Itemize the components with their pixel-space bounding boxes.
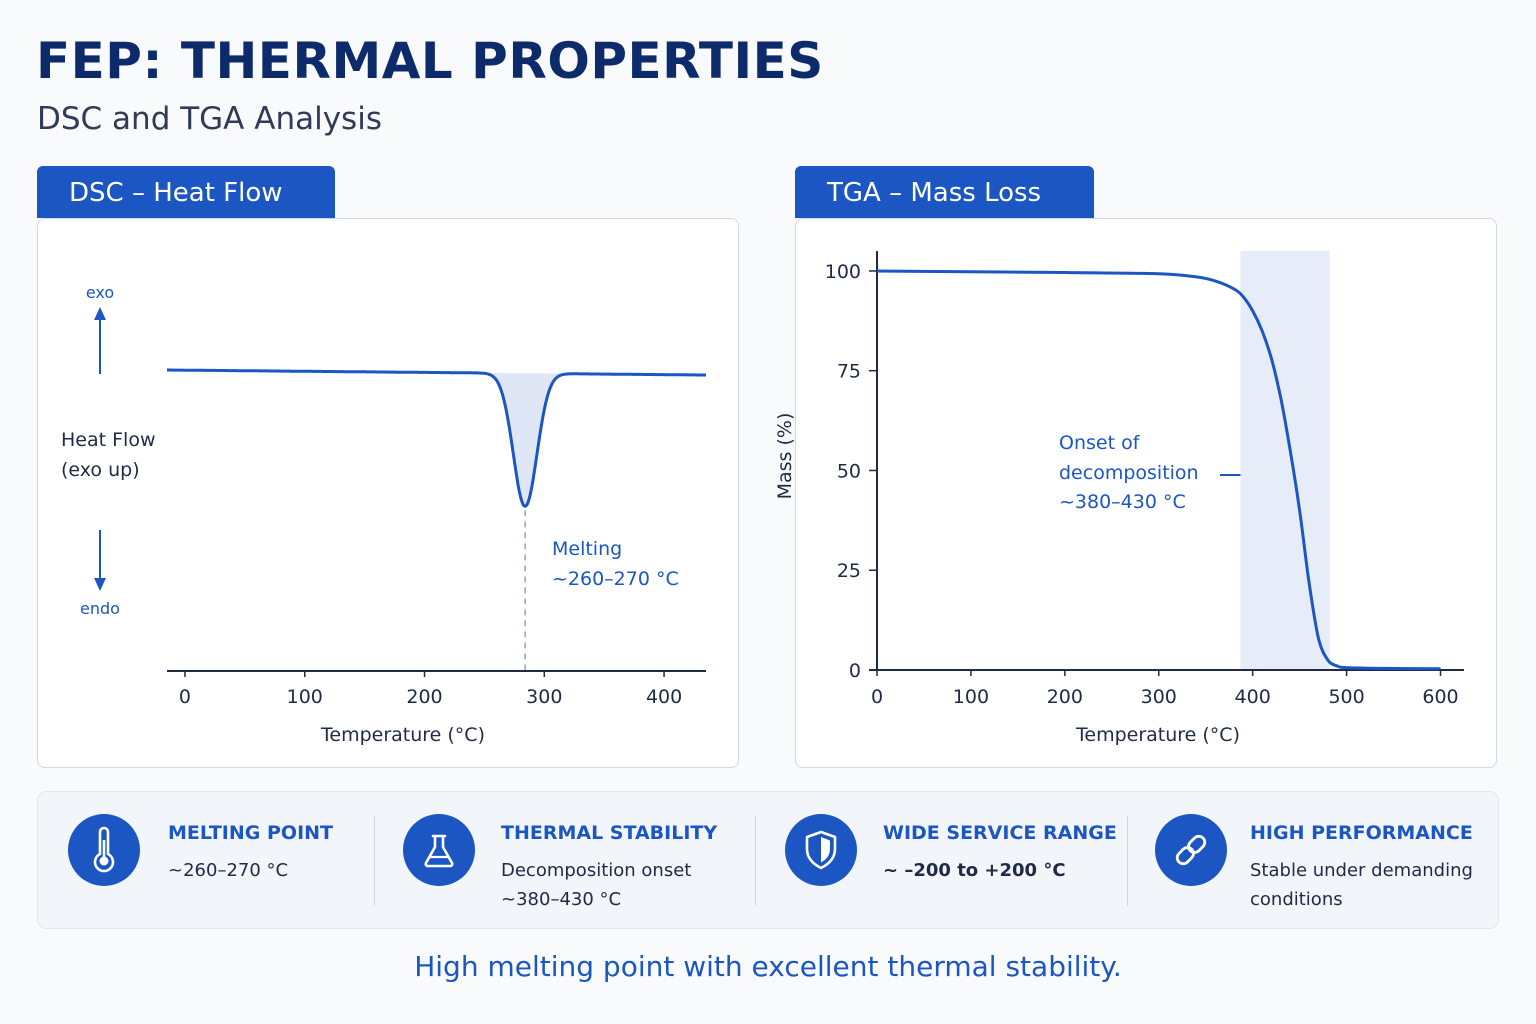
summary-title-melting-point: MELTING POINT [168, 822, 333, 844]
footer-tagline: High melting point with excellent therma… [414, 950, 1122, 983]
tga-x-tick-label: 400 [1235, 686, 1271, 708]
tga-mass-line [876, 269, 1441, 671]
tga-x-tick-label: 0 [871, 686, 883, 708]
tga-annotation-line3: ~380–430 °C [1059, 491, 1186, 513]
summary-text-thermal-stability: Decomposition onset ~380–430 °C [501, 856, 741, 914]
tga-xlabel: Temperature (°C) [1075, 724, 1240, 746]
tga-y-tick-label: 100 [825, 261, 861, 283]
summary-divider [755, 816, 756, 906]
summary-line: Stable under demanding [1250, 860, 1473, 881]
shield-icon [785, 814, 857, 886]
summary-title-high-performance: HIGH PERFORMANCE [1250, 822, 1473, 844]
tga-panel-tab: TGA – Mass Loss [795, 166, 1094, 218]
thermometer-icon [68, 814, 140, 886]
summary-card-thermal-stability: THERMAL STABILITY Decomposition onset ~3… [403, 792, 753, 930]
dsc-chart: exo endo Heat Flow (exo up) Temperature … [61, 283, 707, 746]
dsc-xlabel: Temperature (°C) [320, 724, 485, 746]
dsc-x-tick-label: 200 [406, 686, 442, 708]
tga-x-tick-label: 600 [1422, 686, 1458, 708]
summary-divider [1127, 816, 1128, 906]
dsc-x-tick-label: 300 [526, 686, 562, 708]
tga-y-tick-label: 0 [849, 660, 861, 682]
tga-x-tick-label: 100 [953, 686, 989, 708]
page-title: FEP: THERMAL PROPERTIES [36, 32, 824, 90]
dsc-x-tick-label: 0 [179, 686, 191, 708]
summary-line: ~ –200 to +200 °C [883, 860, 1066, 881]
endo-label: endo [80, 599, 120, 618]
dsc-x-tick-label: 100 [287, 686, 323, 708]
exo-arrowhead [94, 307, 106, 320]
summary-line: conditions [1250, 889, 1343, 910]
tga-annotation-line2: decomposition [1059, 462, 1199, 484]
tga-annotation-line1: Onset of [1059, 432, 1141, 454]
link-icon [1155, 814, 1227, 886]
dsc-ylabel-line2: (exo up) [61, 459, 140, 481]
summary-text-high-performance: Stable under demanding conditions [1250, 856, 1490, 914]
endo-arrowhead [94, 578, 106, 591]
flask-icon [403, 814, 475, 886]
dsc-melting-area [479, 372, 571, 507]
summary-card-melting-point: MELTING POINT ~260–270 °C [68, 792, 388, 930]
tga-y-tick-label: 75 [837, 361, 861, 383]
page-subtitle: DSC and TGA Analysis [37, 101, 382, 137]
dsc-ylabel-line1: Heat Flow [61, 429, 155, 451]
tga-panel [795, 218, 1497, 768]
exo-label: exo [86, 283, 114, 302]
summary-card-high-performance: HIGH PERFORMANCE Stable under demanding … [1155, 792, 1495, 930]
summary-title-service-range: WIDE SERVICE RANGE [883, 822, 1117, 844]
summary-card-service-range: WIDE SERVICE RANGE ~ –200 to +200 °C [785, 792, 1135, 930]
tga-x-tick-label: 200 [1047, 686, 1083, 708]
tga-x-tick-label: 300 [1141, 686, 1177, 708]
summary-divider [374, 816, 375, 906]
summary-text-melting-point: ~260–270 °C [168, 856, 408, 885]
tga-ylabel: Mass (%) [774, 413, 796, 500]
summary-text-service-range: ~ –200 to +200 °C [883, 856, 1123, 885]
tga-decomposition-band [1240, 251, 1330, 670]
tga-y-tick-label: 50 [837, 460, 861, 482]
tga-x-tick-label: 500 [1328, 686, 1364, 708]
dsc-panel [37, 218, 739, 768]
tga-chart: Mass (%) Temperature (°C) Onset of decom… [774, 251, 1464, 746]
summary-line: Decomposition onset [501, 860, 692, 881]
dsc-x-tick-label: 400 [646, 686, 682, 708]
summary-strip: MELTING POINT ~260–270 °C THERMAL STABIL… [37, 791, 1499, 929]
dsc-annotation-line2: ~260–270 °C [552, 568, 679, 590]
summary-line: ~260–270 °C [168, 860, 289, 881]
dsc-heat-flow-line [166, 368, 707, 508]
summary-title-thermal-stability: THERMAL STABILITY [501, 822, 718, 844]
dsc-panel-tab: DSC – Heat Flow [37, 166, 335, 218]
summary-line: ~380–430 °C [501, 889, 622, 910]
tga-y-tick-label: 25 [837, 560, 861, 582]
dsc-annotation-line1: Melting [552, 538, 622, 560]
